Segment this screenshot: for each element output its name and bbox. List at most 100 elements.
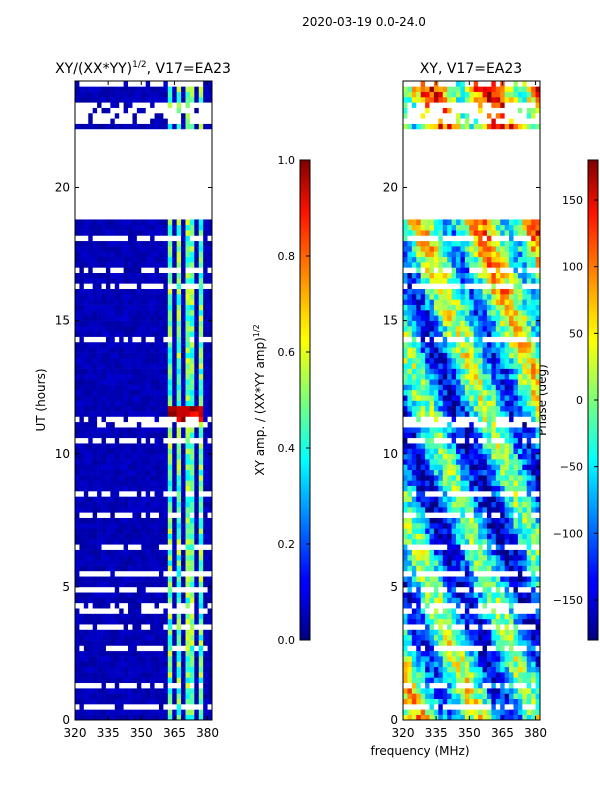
heatmap-cell [403,522,408,529]
heatmap-cell [181,650,186,657]
heatmap-cell [500,650,505,657]
heatmap-cell [123,352,129,359]
heatmap-cell [128,709,133,715]
heatmap-cell [92,395,98,401]
heatmap-cell [478,666,483,673]
heatmap-cell [176,112,182,119]
heatmap-cell [141,283,147,289]
heatmap-cell [478,645,483,652]
heatmap-cell [456,629,461,636]
heatmap-cell [495,501,501,508]
heatmap-cell [150,592,155,598]
heatmap-cell [105,309,111,316]
heatmap-cell [97,688,102,694]
heatmap-cell [83,634,89,641]
heatmap-cell [132,405,138,412]
heatmap-cell [123,379,129,385]
heatmap-cell [486,645,492,652]
heatmap-cell [451,560,457,566]
heatmap-cell [136,533,142,540]
heatmap-cell [176,278,182,284]
heatmap-cell [411,624,417,630]
heatmap-cell [101,81,107,87]
heatmap-cell [198,240,204,247]
heatmap-cell [500,501,505,508]
heatmap-cell [522,608,528,614]
heatmap-cell [526,432,532,439]
heatmap-cell [128,570,133,577]
heatmap-cell [464,560,470,566]
heatmap-cell [119,629,124,636]
heatmap-cell [154,325,160,332]
heatmap-cell [181,347,186,353]
heatmap-cell [189,501,195,508]
heatmap-cell [79,395,85,401]
heatmap-cell [442,469,448,476]
heatmap-cell [79,432,85,439]
heatmap-cell [79,672,85,678]
heatmap-cell [132,246,138,252]
heatmap-cell [535,714,541,721]
heatmap-cell [132,267,138,274]
heatmap-cell [438,709,444,715]
heatmap-cell [473,650,479,657]
heatmap-cell [176,714,182,721]
heatmap-cell [460,432,466,439]
heatmap-cell [420,592,426,598]
heatmap-cell [88,320,93,327]
heatmap-cell [110,347,116,353]
heatmap-cell [136,586,142,593]
heatmap-cell [447,485,452,492]
heatmap-cell [172,256,177,263]
x-tick-label: 380 [196,726,219,740]
heatmap-cell [482,698,488,705]
heatmap-cell [198,283,204,289]
heatmap-cell [176,618,182,625]
heatmap-cell [145,554,151,561]
heatmap-cell [189,608,195,614]
heatmap-cell [482,608,488,614]
heatmap-cell [92,528,98,534]
heatmap-cell [101,682,107,689]
heatmap-cell [158,538,164,545]
heatmap-cell [486,469,492,476]
heatmap-cell [207,443,213,449]
heatmap-cell [411,570,417,577]
heatmap-cell [451,592,457,598]
heatmap-cell [119,416,124,423]
heatmap-cell [185,294,191,300]
heatmap-cell [163,522,169,529]
heatmap-cell [163,453,169,460]
heatmap-cell [460,421,466,428]
heatmap-cell [150,512,155,518]
heatmap-cell [136,416,142,423]
heatmap-cell [509,448,514,455]
heatmap-cell [482,613,488,620]
heatmap-cell [176,464,182,471]
heatmap-cell [150,469,155,476]
heatmap-cell [101,357,107,364]
heatmap-cell [185,549,191,556]
heatmap-cell [198,650,204,657]
heatmap-cell [119,475,124,481]
heatmap-cell [128,666,133,673]
heatmap-cell [517,581,523,588]
heatmap-cell [535,443,541,449]
heatmap-cell [491,501,497,508]
heatmap-cell [167,331,173,337]
heatmap-cell [460,528,466,534]
heatmap-cell [420,576,426,582]
heatmap-cell [88,91,93,98]
heatmap-cell [495,491,501,497]
heatmap-cell [456,565,461,572]
heatmap-cell [128,544,133,550]
heatmap-cell [83,421,89,428]
heatmap-cell [535,613,541,620]
heatmap-cell [207,693,213,700]
heatmap-cell [181,224,186,231]
heatmap-cell [92,570,98,577]
heatmap-cell [105,118,111,124]
heatmap-cell [500,634,505,641]
heatmap-cell [128,581,133,588]
heatmap-cell [110,251,116,258]
